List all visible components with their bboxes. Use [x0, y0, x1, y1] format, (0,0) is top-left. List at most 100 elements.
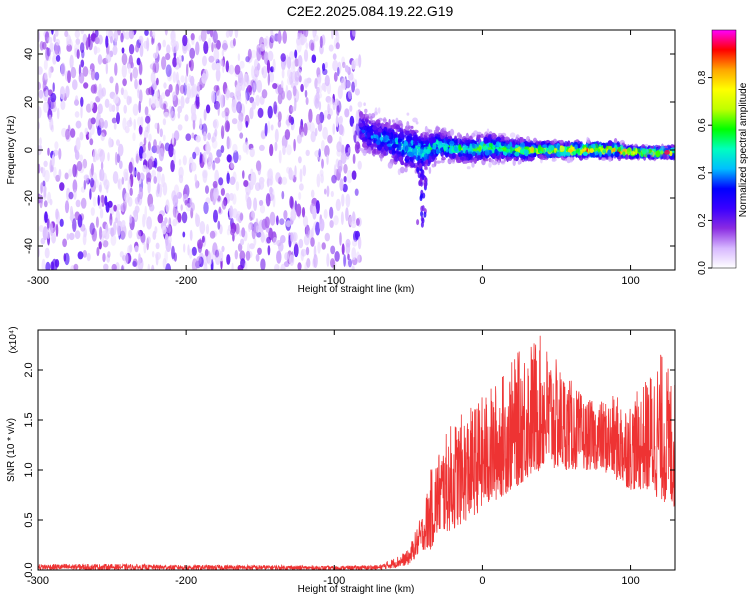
heatmap-cell [138, 100, 141, 114]
heatmap-cell [418, 180, 422, 187]
heatmap-cell [425, 148, 431, 155]
heatmap-cell [317, 241, 321, 254]
heatmap-cell [599, 151, 602, 158]
heatmap-cell [50, 261, 55, 270]
heatmap-cell [368, 113, 372, 118]
heatmap-cell [170, 30, 177, 44]
heatmap-cell [89, 222, 95, 235]
heatmap-cell [297, 262, 302, 270]
heatmap-cell [357, 160, 362, 170]
heatmap-cell [339, 178, 344, 192]
heatmap-cell [103, 229, 109, 237]
heatmap-cell [259, 204, 266, 214]
heatmap-cell [47, 96, 51, 105]
heatmap-cell [247, 48, 252, 60]
heatmap-cell [155, 251, 161, 261]
heatmap-cell [127, 63, 132, 74]
heatmap-cell [261, 131, 266, 139]
heatmap-cell [238, 154, 242, 161]
heatmap-cell [251, 49, 257, 59]
heatmap-cell [164, 233, 169, 246]
heatmap-cell [100, 161, 104, 171]
heatmap-cell [105, 35, 109, 48]
heatmap-cell [154, 97, 161, 109]
heatmap-cell [357, 236, 362, 250]
heatmap-cell [344, 65, 349, 73]
heatmap-cell [324, 74, 330, 87]
heatmap-cell [439, 132, 445, 140]
heatmap-cell [301, 248, 307, 257]
heatmap-cell [319, 35, 323, 49]
colorbar-label: Normalized spectral amplitude [738, 82, 749, 217]
heatmap-cell [188, 248, 193, 259]
heatmap-cell [424, 125, 428, 133]
heatmap-cell [343, 254, 346, 267]
heatmap-cell [134, 78, 138, 90]
heatmap-cell [144, 30, 149, 36]
heatmap-cell [73, 189, 77, 201]
heatmap-cell [64, 172, 69, 180]
heatmap-cell [303, 122, 308, 136]
heatmap-cell [161, 56, 167, 70]
heatmap-cell [212, 162, 216, 171]
heatmap-cell [237, 53, 241, 62]
heatmap-cell [132, 103, 139, 116]
heatmap-cell [524, 149, 529, 157]
heatmap-cell [126, 95, 131, 106]
heatmap-cell [257, 107, 264, 118]
heatmap-cell [427, 134, 432, 139]
heatmap-cell [137, 171, 141, 181]
heatmap-cell [56, 107, 60, 120]
heatmap-cell [237, 120, 243, 132]
heatmap-cell [198, 35, 202, 42]
heatmap-cell [142, 152, 147, 160]
heatmap-cell [250, 211, 255, 218]
heatmap-cell [190, 103, 196, 117]
heatmap-cell [45, 89, 49, 98]
heatmap-cell [382, 152, 387, 156]
heatmap-cell [97, 89, 103, 99]
heatmap-cell [117, 225, 121, 236]
heatmap-cell [331, 30, 334, 40]
heatmap-cell [420, 137, 425, 142]
heatmap-cell [349, 115, 355, 127]
heatmap-cell [165, 53, 171, 61]
heatmap-cell [524, 146, 529, 150]
heatmap-cell [324, 232, 330, 242]
heatmap-cell [132, 260, 137, 267]
heatmap-cell [575, 153, 578, 158]
heatmap-cell [324, 188, 327, 195]
heatmap-cell [105, 62, 109, 75]
heatmap-cell [229, 205, 234, 219]
heatmap-cell [471, 142, 476, 149]
heatmap-cell [407, 142, 412, 148]
heatmap-cell [331, 174, 337, 184]
heatmap-cell [300, 131, 305, 138]
heatmap-cell [225, 30, 230, 38]
heatmap-cell [319, 218, 325, 232]
heatmap-cell [292, 57, 296, 70]
heatmap-cell [512, 158, 516, 167]
colorbar-tick-label: 0.0 [697, 261, 708, 275]
heatmap-cell [51, 232, 56, 244]
heatmap-cell [288, 114, 292, 124]
heatmap-cell [343, 163, 348, 174]
heatmap-cell [351, 247, 357, 261]
heatmap-cell [55, 223, 59, 237]
heatmap-cell [102, 240, 109, 248]
heatmap-cell [252, 82, 256, 96]
heatmap-cell [207, 37, 212, 49]
heatmap-cell [236, 101, 243, 114]
heatmap-cell [192, 151, 197, 160]
heatmap-cell [476, 131, 482, 135]
heatmap-cell [142, 164, 147, 173]
heatmap-cell [266, 178, 273, 186]
heatmap-cell [94, 179, 99, 188]
heatmap-cell [172, 91, 177, 102]
heatmap-cell [112, 171, 119, 184]
heatmap-cell [345, 193, 351, 208]
heatmap-cell [226, 136, 230, 150]
colorbar-gradient [711, 29, 737, 269]
heatmap-cell [213, 85, 219, 92]
